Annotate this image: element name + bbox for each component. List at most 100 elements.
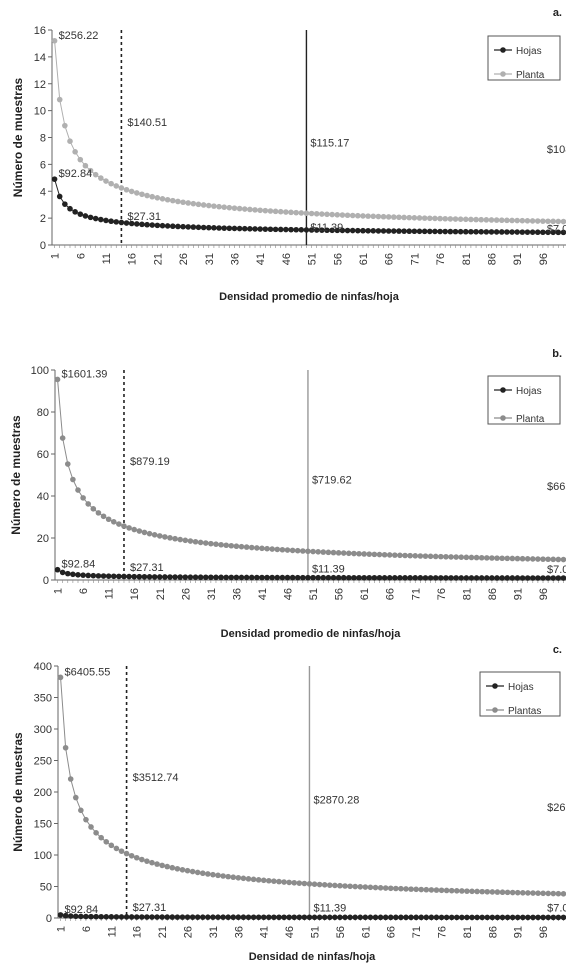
- data-point: [180, 199, 186, 206]
- y-tick-label: 400: [34, 661, 52, 673]
- x-tick-label: 86: [487, 588, 499, 600]
- x-tick-label: 21: [157, 926, 169, 938]
- series-plantas: [57, 674, 566, 897]
- data-point: [154, 861, 160, 867]
- data-point: [174, 865, 181, 872]
- data-point: [85, 572, 92, 579]
- data-point: [550, 890, 557, 897]
- x-tick-label: 86: [486, 253, 498, 265]
- data-point: [103, 839, 110, 845]
- data-point: [509, 217, 515, 224]
- data-point: [156, 533, 163, 539]
- data-point: [252, 226, 258, 232]
- data-point: [301, 914, 308, 921]
- data-point: [195, 201, 202, 208]
- data-point: [325, 549, 332, 556]
- data-point: [397, 575, 403, 581]
- data-point: [489, 555, 495, 561]
- series-hojas: [51, 176, 566, 236]
- data-point: [401, 214, 407, 221]
- x-tick-label: 56: [335, 926, 347, 938]
- data-point: [169, 864, 176, 871]
- data-point: [408, 886, 414, 892]
- legend-swatch-marker: [500, 71, 506, 77]
- data-annotation: $256.22: [59, 30, 99, 42]
- legend-label: Hojas: [516, 386, 542, 397]
- data-annotation: $92.84: [59, 168, 93, 180]
- data-point: [240, 875, 247, 882]
- data-point: [385, 228, 392, 234]
- data-point: [98, 834, 104, 841]
- data-point: [294, 574, 301, 581]
- data-point: [535, 556, 541, 562]
- data-annotation: $11.39: [312, 564, 345, 576]
- data-point: [325, 574, 332, 581]
- data-point: [169, 914, 176, 920]
- data-point: [352, 914, 358, 921]
- data-point: [72, 149, 78, 155]
- data-point: [118, 914, 125, 920]
- x-tick-label: 31: [208, 926, 220, 938]
- data-point: [267, 226, 274, 233]
- data-point: [164, 196, 171, 203]
- data-point: [233, 574, 240, 581]
- y-tick-label: 50: [40, 882, 52, 894]
- data-point: [370, 213, 377, 220]
- data-point: [100, 573, 107, 579]
- data-point: [468, 554, 475, 561]
- data-point: [190, 224, 197, 230]
- y-axis-label: Número de muestras: [11, 77, 25, 197]
- x-tick-label: 51: [308, 588, 320, 600]
- data-point: [375, 228, 382, 234]
- data-point: [110, 573, 117, 580]
- data-point: [417, 575, 424, 581]
- data-point: [463, 554, 470, 561]
- data-point: [128, 852, 135, 859]
- x-tick-label: 26: [178, 253, 190, 265]
- data-point: [335, 574, 342, 581]
- data-point: [514, 575, 521, 581]
- data-point: [247, 206, 253, 213]
- x-tick-label: 26: [180, 588, 192, 600]
- data-point: [560, 229, 566, 236]
- data-annotation: $27.31: [127, 211, 161, 223]
- data-point: [473, 554, 480, 561]
- data-point: [489, 575, 495, 581]
- data-point: [103, 914, 110, 920]
- data-point: [82, 162, 89, 169]
- data-point: [362, 914, 369, 921]
- data-point: [113, 219, 120, 225]
- data-point: [426, 215, 433, 222]
- data-annotation: $3512.74: [133, 772, 179, 784]
- data-point: [126, 525, 132, 531]
- x-tick-label: 6: [75, 253, 87, 259]
- data-point: [293, 226, 299, 233]
- data-point: [509, 914, 516, 921]
- data-point: [386, 552, 393, 558]
- data-point: [473, 216, 479, 223]
- x-tick-label: 41: [257, 588, 269, 600]
- y-axis-label: Número de muestras: [11, 732, 25, 852]
- data-point: [423, 886, 430, 893]
- data-point: [216, 203, 222, 210]
- data-point: [550, 914, 557, 921]
- data-point: [545, 890, 552, 897]
- x-tick-label: 76: [436, 588, 448, 600]
- data-point: [195, 224, 202, 231]
- data-point: [452, 228, 459, 235]
- data-point: [92, 215, 99, 222]
- data-point: [514, 229, 520, 235]
- data-point: [228, 574, 235, 581]
- data-point: [194, 869, 201, 876]
- data-point: [351, 550, 357, 557]
- data-point: [417, 553, 424, 559]
- data-point: [426, 228, 433, 235]
- data-point: [493, 229, 500, 235]
- data-point: [525, 914, 531, 921]
- data-point: [72, 913, 79, 920]
- x-tick-label: 66: [385, 588, 397, 600]
- data-point: [411, 215, 418, 221]
- data-point: [248, 574, 255, 581]
- x-tick-label: 36: [233, 926, 245, 938]
- data-point: [529, 229, 536, 235]
